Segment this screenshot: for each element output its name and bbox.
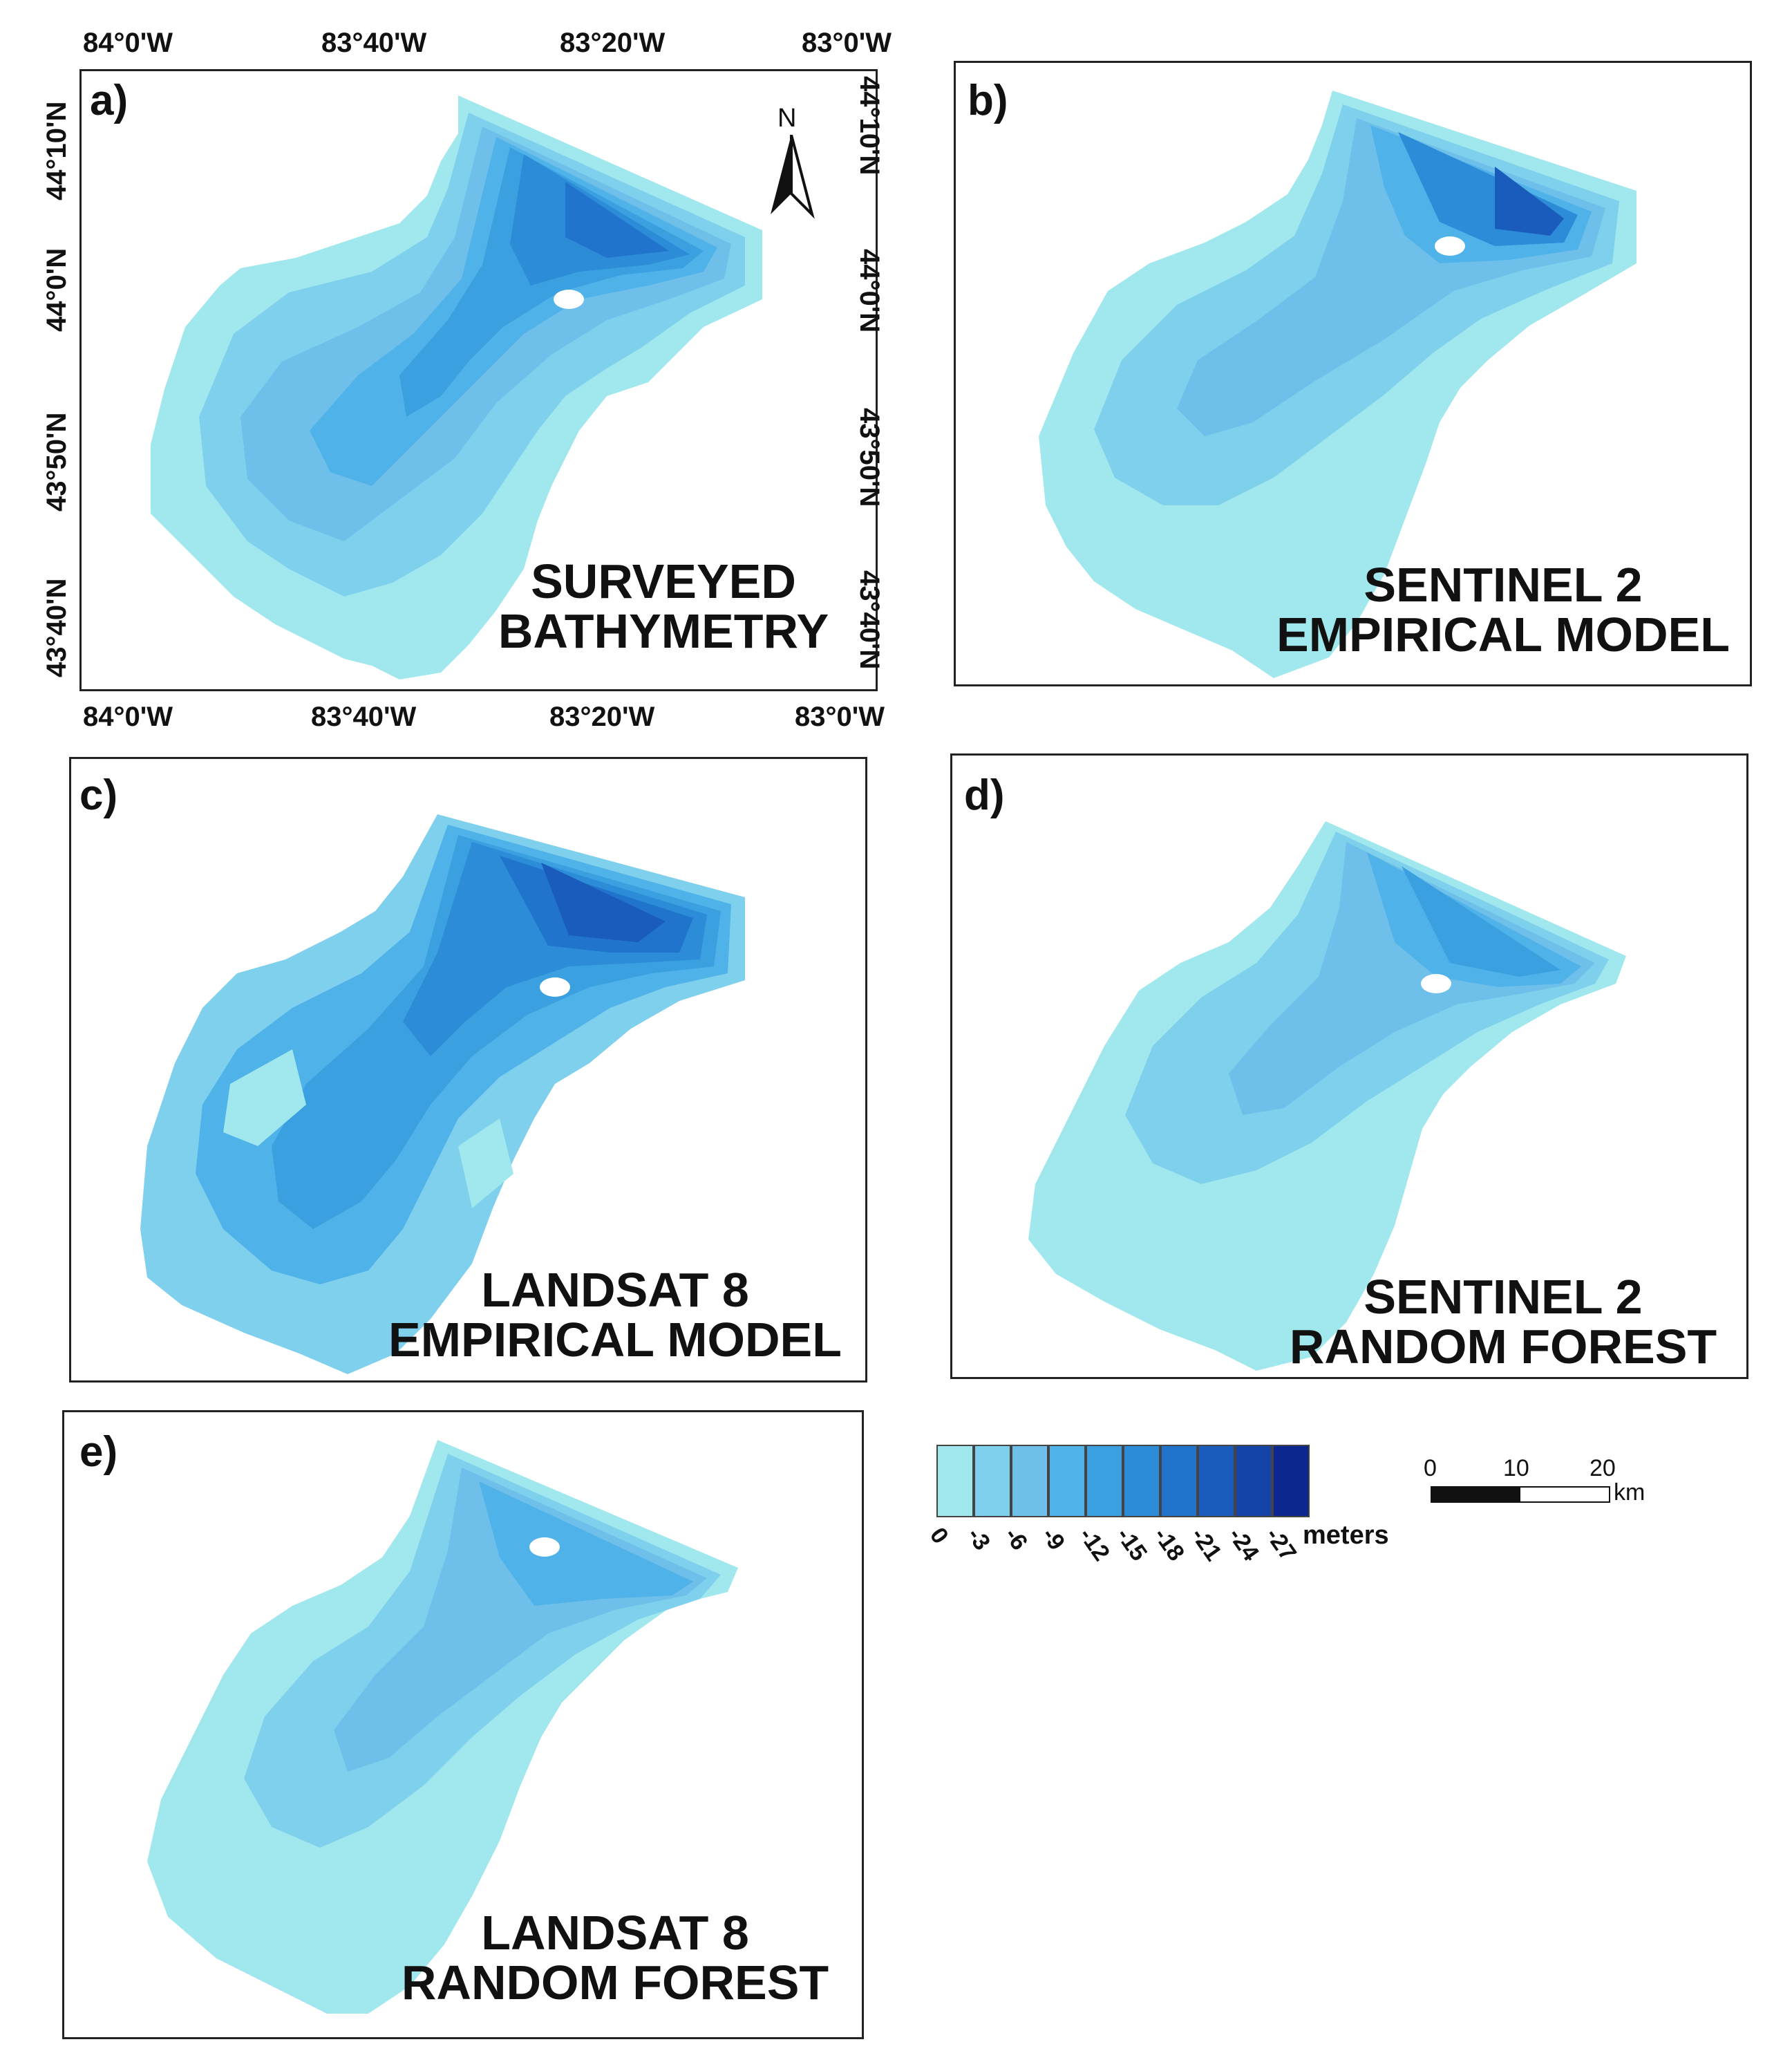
lon-top-label-2: 83°40'W (321, 28, 427, 58)
panel-d-title: SENTINEL 2 RANDOM FOREST (1265, 1272, 1742, 1371)
lake-map-d (1028, 821, 1626, 1371)
panel-c-title-line1: LANDSAT 8 (481, 1263, 749, 1317)
panel-b-title-line2: EMPIRICAL MODEL (1276, 608, 1730, 662)
legend-label-4: -12 (1073, 1523, 1115, 1566)
lat-left-label-4: 43°40'N (41, 578, 72, 677)
legend-unit: meters (1303, 1521, 1389, 1550)
scale-bar-black (1431, 1486, 1522, 1503)
scale-tick-20: 20 (1590, 1455, 1616, 1481)
scale-bar-white (1519, 1486, 1610, 1503)
lon-bottom-label-1: 84°0'W (83, 702, 173, 732)
panel-b-label: b) (968, 77, 1008, 124)
lat-right-label-4: 43°40'N (854, 570, 885, 670)
panel-d (950, 753, 1748, 1379)
legend-label-0: 0 (924, 1523, 954, 1549)
scale-tick-0: 0 (1424, 1455, 1437, 1481)
lat-right-label-3: 43°50'N (854, 408, 885, 507)
lon-top-label-1: 84°0'W (83, 28, 173, 58)
panel-a (79, 69, 878, 691)
legend-swatch-9 (1272, 1445, 1310, 1517)
panel-a-title-line2: BATHYMETRY (498, 604, 829, 658)
north-arrow-label: N (777, 104, 797, 133)
depth-legend: 0 -3 -6 -9 -12 -15 -18 -21 -24 -27 meters (925, 1445, 1406, 1583)
lon-bottom-label-3: 83°20'W (549, 702, 655, 732)
legend-swatch-5 (1123, 1445, 1160, 1517)
panel-d-title-line1: SENTINEL 2 (1364, 1270, 1643, 1324)
panel-b (954, 61, 1752, 686)
legend-swatch-6 (1160, 1445, 1198, 1517)
legend-swatch-8 (1235, 1445, 1272, 1517)
panel-e-title-line2: RANDOM FOREST (401, 1956, 829, 2009)
panel-a-label: a) (90, 77, 129, 124)
panel-e-title: LANDSAT 8 RANDOM FOREST (380, 1908, 850, 2007)
legend-label-1: -3 (961, 1523, 996, 1555)
panel-c (69, 757, 867, 1383)
lake-map-a (151, 95, 762, 680)
lon-top-label-4: 83°0'W (802, 28, 892, 58)
lake-map-b (1039, 91, 1637, 678)
panel-d-label: d) (964, 771, 1005, 819)
legend-label-5: -15 (1111, 1523, 1153, 1566)
legend-label-8: -24 (1223, 1523, 1265, 1566)
lat-left-label-2: 44°0'N (41, 247, 72, 332)
panel-e-title-line1: LANDSAT 8 (481, 1906, 749, 1960)
legend-label-7: -21 (1185, 1523, 1227, 1566)
legend-label-3: -9 (1036, 1523, 1071, 1555)
lat-right-label-2: 44°0'N (854, 249, 885, 333)
legend-swatch-3 (1048, 1445, 1086, 1517)
lat-right-label-1: 44°10'N (854, 76, 885, 176)
legend-label-6: -18 (1148, 1523, 1190, 1566)
lat-left-label-1: 44°10'N (41, 101, 72, 200)
panel-d-title-line2: RANDOM FOREST (1289, 1320, 1717, 1374)
north-arrow: N (764, 104, 819, 221)
lon-bottom-label-4: 83°0'W (795, 702, 885, 732)
lake-map-c (140, 814, 745, 1374)
panel-b-title-line1: SENTINEL 2 (1364, 558, 1643, 612)
scale-unit: km (1614, 1479, 1645, 1506)
legend-swatch-4 (1086, 1445, 1123, 1517)
panel-b-title: SENTINEL 2 EMPIRICAL MODEL (1265, 560, 1742, 659)
lon-bottom-label-2: 83°40'W (311, 702, 417, 732)
scale-tick-10: 10 (1503, 1455, 1529, 1481)
north-arrow-icon (771, 135, 815, 219)
legend-swatch-0 (936, 1445, 974, 1517)
panel-c-title-line2: EMPIRICAL MODEL (388, 1313, 842, 1367)
panel-c-title: LANDSAT 8 EMPIRICAL MODEL (373, 1265, 857, 1365)
panel-c-label: c) (79, 771, 118, 819)
panel-e (62, 1410, 864, 2039)
legend-swatch-1 (974, 1445, 1011, 1517)
panel-a-title-line1: SURVEYED (531, 554, 796, 608)
lon-top-label-3: 83°20'W (560, 28, 666, 58)
panel-a-title: SURVEYED BATHYMETRY (477, 556, 850, 656)
legend-label-2: -6 (999, 1523, 1033, 1555)
scale-bar: 0 10 20 km (1424, 1455, 1652, 1510)
lat-left-label-3: 43°50'N (41, 412, 72, 512)
legend-swatch-7 (1198, 1445, 1235, 1517)
panel-e-label: e) (79, 1428, 118, 1476)
lake-map-e (147, 1440, 738, 2014)
legend-swatch-2 (1011, 1445, 1048, 1517)
legend-label-9: -27 (1260, 1523, 1302, 1566)
